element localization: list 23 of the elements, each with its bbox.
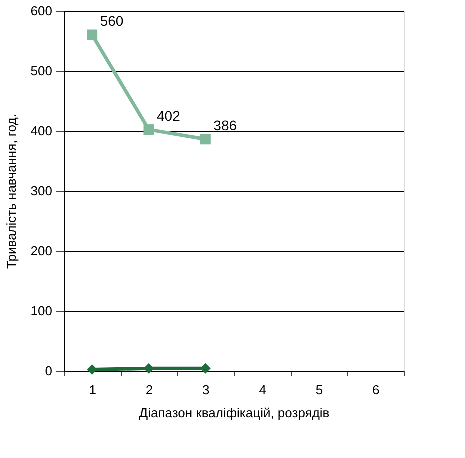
y-tick-label: 600 [30,4,52,18]
point [144,363,154,374]
y-axis-title: Тривалість навчання, год. [4,114,19,269]
y-tick-label: 500 [30,64,52,78]
data-label: 386 [214,117,238,134]
x-tick-label: 4 [259,382,266,398]
x-axis-title: Діапазон кваліфікацій, розрядів [139,406,330,420]
point [200,363,211,374]
x-tick-label: 2 [146,382,154,398]
point [87,30,98,40]
x-tick-label: 6 [372,382,380,398]
y-tick-label: 0 [45,364,52,378]
y-tick-label: 200 [30,244,52,258]
data-label: 560 [100,13,124,29]
y-tick-label: 400 [30,124,52,138]
y-tick-label: 300 [30,184,52,198]
point [144,124,154,136]
x-tick-label: 1 [89,382,96,398]
data-label: 402 [157,108,181,124]
point [200,134,211,145]
x-tick-label: 5 [316,382,324,398]
x-tick-label: 3 [202,382,210,398]
y-tick-label: 100 [30,304,52,318]
